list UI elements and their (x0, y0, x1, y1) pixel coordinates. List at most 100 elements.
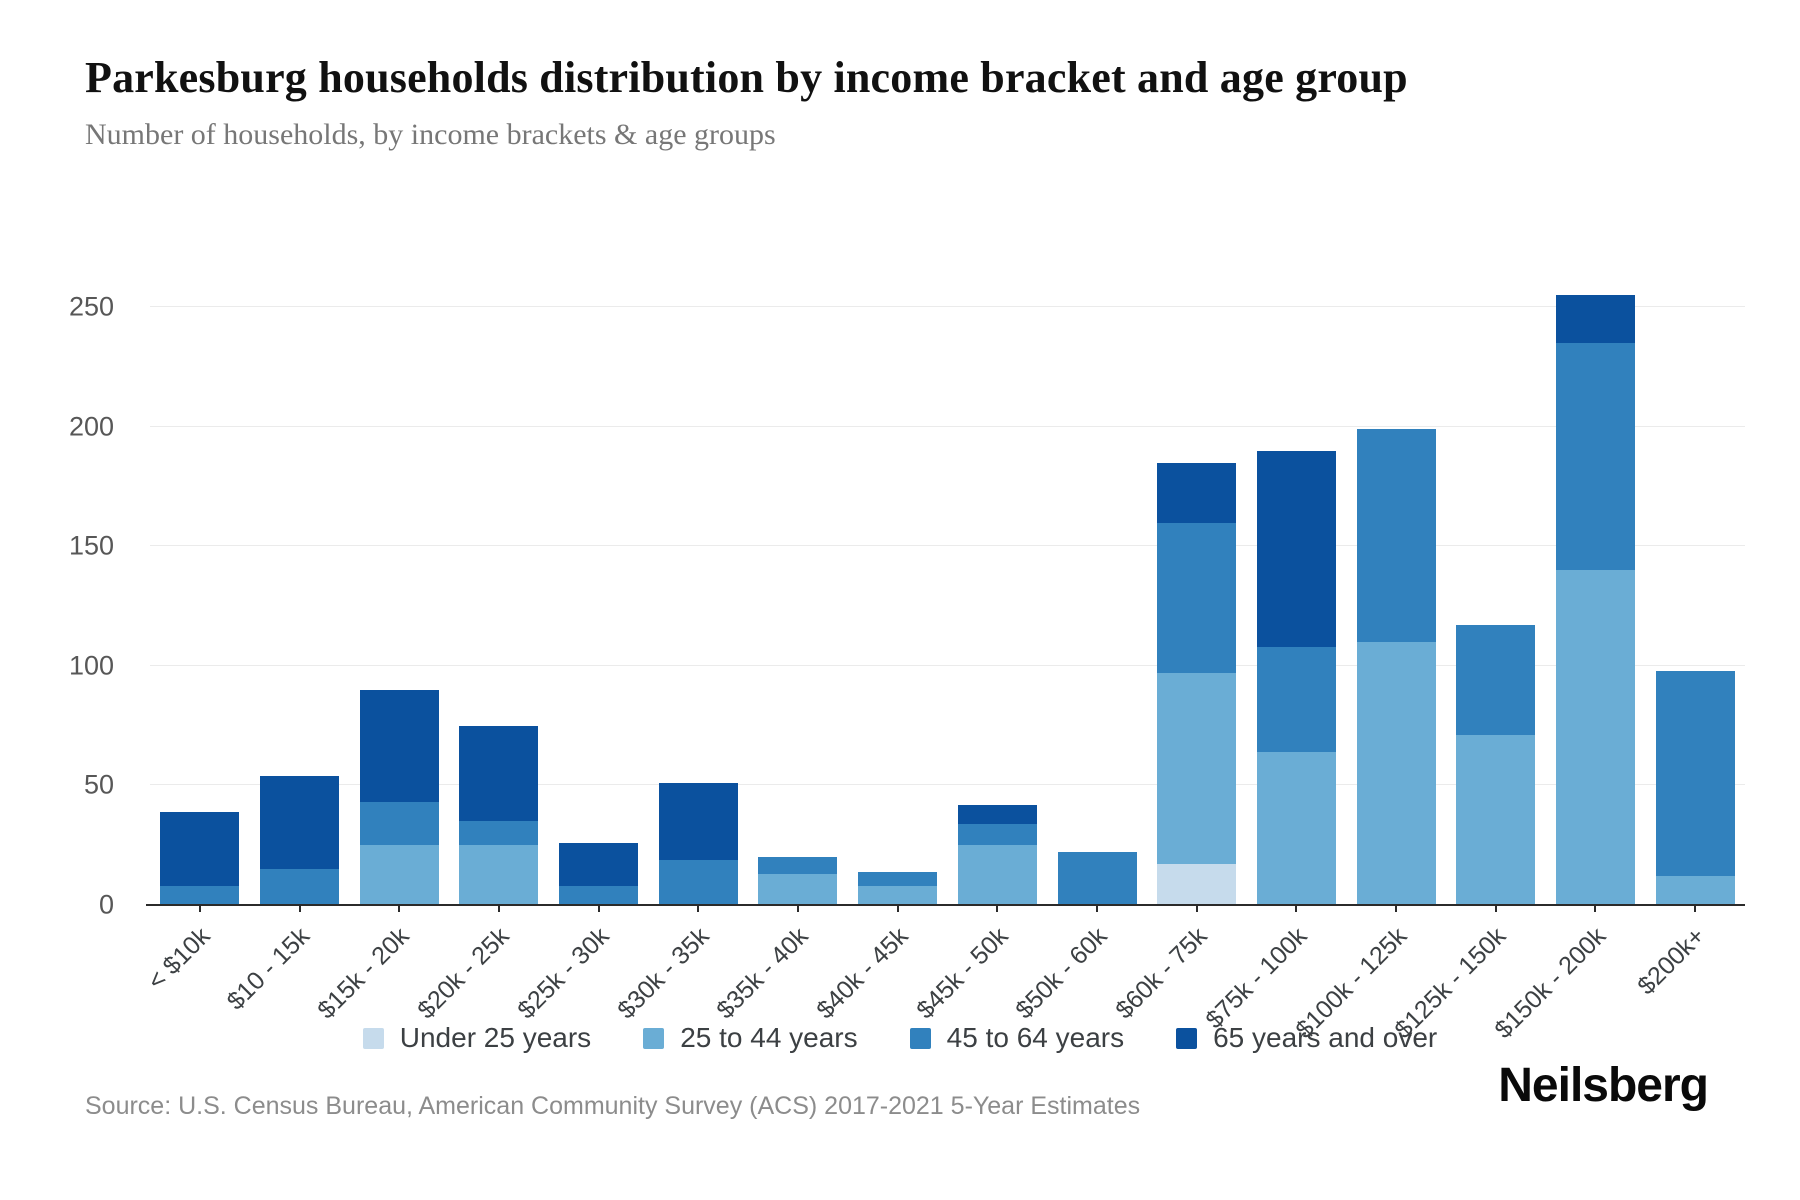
x-tick (198, 905, 201, 912)
legend-item-25-to-44-years: 25 to 44 years (643, 1022, 858, 1054)
bar-segment-25-to-44-years (957, 845, 1037, 905)
x-tick (1694, 905, 1697, 912)
bar-segment-25-to-44-years (1456, 735, 1536, 905)
bar-segment-65-years-and-over (359, 689, 439, 803)
bar-$75k - 100k (1256, 250, 1336, 905)
bar-segment-25-to-44-years (1655, 876, 1735, 905)
bar-segment-under-25-years (1157, 864, 1237, 905)
gridline (150, 784, 1745, 786)
legend-label: 45 to 64 years (946, 1022, 1125, 1053)
plot-area: < $10k $10 - 15k $15k - 20k $20k - 25k $25k … (142, 250, 1745, 1044)
y-tick-label: 250 (68, 291, 114, 322)
x-category-label: $10 - 15k (221, 922, 316, 1016)
legend-swatch (362, 1027, 384, 1049)
x-category-label: $50k - 60k (1010, 922, 1113, 1025)
legend-label: 65 years and over (1213, 1022, 1438, 1053)
bar-segment-25-to-44-years (758, 873, 838, 905)
legend-item-45-to-64-years: 45 to 64 years (909, 1022, 1125, 1054)
x-category-label: $15k - 20k (312, 922, 416, 1025)
legend-swatch (1176, 1027, 1198, 1049)
gridline (150, 306, 1745, 308)
bar-segment-65-years-and-over (559, 842, 639, 886)
bar-$60k - 75k (1157, 250, 1237, 905)
bar-segment-45-to-64-years (459, 821, 539, 846)
gridline (150, 545, 1745, 547)
legend-item-65-years-and-over: 65 years and over (1176, 1022, 1437, 1054)
y-tick-label: 150 (68, 530, 114, 561)
bar-segment-65-years-and-over (160, 811, 240, 886)
bar-segment-45-to-64-years (260, 869, 340, 905)
y-tick-label: 100 (68, 650, 114, 681)
bar-segment-45-to-64-years (359, 802, 439, 846)
x-tick (697, 905, 700, 912)
bar-segment-25-to-44-years (1555, 570, 1635, 905)
bar-$40k - 45k (858, 250, 938, 905)
x-tick (398, 905, 401, 912)
bar-segment-25-to-44-years (1356, 642, 1436, 905)
x-category-label: $60k - 75k (1110, 922, 1213, 1025)
bar-segment-65-years-and-over (1256, 450, 1336, 647)
x-tick (497, 905, 500, 912)
bar-segment-45-to-64-years (1356, 429, 1436, 643)
x-tick (597, 905, 600, 912)
bar-$10 - 15k (260, 250, 340, 905)
bar-segment-45-to-64-years (858, 871, 938, 886)
bar-< $10k (160, 250, 240, 905)
gridline (150, 425, 1745, 427)
bar-segment-45-to-64-years (957, 823, 1037, 846)
bar-segment-45-to-64-years (160, 885, 240, 905)
x-category-label: < $10k (142, 922, 216, 996)
bar-segment-45-to-64-years (1655, 670, 1735, 877)
page-title: Parkesburg households distribution by in… (85, 53, 1408, 102)
y-tick-label: 50 (83, 769, 114, 800)
x-category-label: $40k - 45k (811, 922, 914, 1025)
x-tick (1096, 905, 1099, 912)
bar-$200k+ (1655, 250, 1735, 905)
bar-$50k - 60k (1057, 250, 1137, 905)
bar-segment-65-years-and-over (1555, 295, 1635, 344)
bar-$100k - 125k (1356, 250, 1436, 905)
legend-item-under-25-years: Under 25 years (362, 1022, 592, 1054)
bar-$20k - 25k (459, 250, 539, 905)
legend-label: Under 25 years (399, 1022, 592, 1053)
x-category-label: $35k - 40k (711, 922, 814, 1025)
x-category-label: $45k - 50k (910, 922, 1014, 1025)
legend-swatch (909, 1027, 931, 1049)
bar-segment-25-to-44-years (459, 845, 539, 905)
bar-$15k - 20k (359, 250, 439, 905)
page-subtitle: Number of households, by income brackets… (85, 118, 776, 151)
bar-$25k - 30k (559, 250, 639, 905)
bar-segment-45-to-64-years (758, 857, 838, 874)
x-tick (1494, 905, 1497, 912)
legend-label: 25 to 44 years (680, 1022, 858, 1053)
bar-$125k - 150k (1456, 250, 1536, 905)
bar-$150k - 200k (1555, 250, 1635, 905)
gridline (150, 664, 1745, 666)
bar-$45k - 50k (957, 250, 1037, 905)
bar-segment-25-to-44-years (359, 845, 439, 905)
bars-container (150, 250, 1745, 905)
bar-segment-25-to-44-years (1256, 752, 1336, 905)
x-tick (996, 905, 999, 912)
legend-swatch (643, 1027, 665, 1049)
bar-segment-45-to-64-years (1256, 646, 1336, 753)
x-axis-line (146, 904, 1745, 906)
x-tick (1295, 905, 1298, 912)
bar-segment-45-to-64-years (1157, 522, 1237, 674)
y-axis-labels: 0 50 100 150 200 250 (0, 250, 132, 920)
brand-logo: Neilsberg (1498, 1059, 1709, 1112)
y-tick-label: 0 (98, 889, 114, 920)
bar-segment-25-to-44-years (858, 885, 938, 905)
x-category-label: $200k+ (1632, 922, 1711, 1001)
bar-$35k - 40k (758, 250, 838, 905)
y-tick-label: 200 (68, 411, 114, 442)
x-tick (896, 905, 899, 912)
x-tick (1594, 905, 1597, 912)
x-tick (796, 905, 799, 912)
bar-$30k - 35k (658, 250, 738, 905)
legend: Under 25 years 25 to 44 years 45 to 64 yea… (0, 1022, 1800, 1054)
bar-segment-45-to-64-years (559, 885, 639, 905)
x-tick (1195, 905, 1198, 912)
bar-segment-45-to-64-years (1555, 343, 1635, 571)
